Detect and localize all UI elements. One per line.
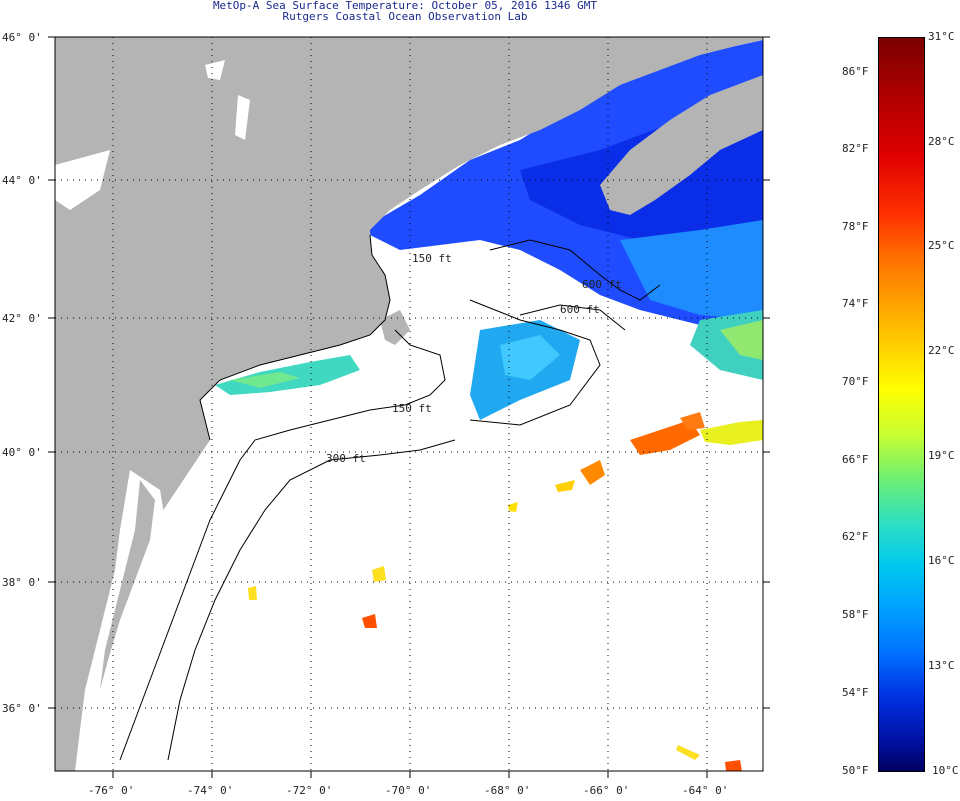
graticule: [55, 37, 763, 771]
celsius-label: 31°C: [928, 30, 955, 43]
celsius-label: 19°C: [928, 449, 955, 462]
fahrenheit-label: 58°F: [842, 608, 869, 621]
celsius-label: 10°C: [932, 764, 959, 777]
lon-label: -66° 0': [583, 784, 629, 797]
fahrenheit-label: 74°F: [842, 297, 869, 310]
fahrenheit-label: 50°F: [842, 764, 869, 777]
fahrenheit-label: 70°F: [842, 375, 869, 388]
contour-label: 150 ft: [412, 252, 452, 265]
lat-label: 40° 0': [2, 446, 42, 459]
contour-300ft: [167, 299, 601, 761]
temperature-colorbar: [878, 37, 925, 772]
celsius-label: 22°C: [928, 344, 955, 357]
lon-label: -74° 0': [187, 784, 233, 797]
celsius-label: 16°C: [928, 554, 955, 567]
lon-label: -68° 0': [484, 784, 530, 797]
contour-label: 150 ft: [392, 402, 432, 415]
contour-label: 300 ft: [326, 452, 366, 465]
celsius-label: 13°C: [928, 659, 955, 672]
map-subtitle: Rutgers Coastal Ocean Observation Lab: [282, 10, 528, 23]
fahrenheit-label: 66°F: [842, 453, 869, 466]
celsius-label: 25°C: [928, 239, 955, 252]
fahrenheit-label: 54°F: [842, 686, 869, 699]
lon-label: -64° 0': [682, 784, 728, 797]
lat-label: 38° 0': [2, 576, 42, 589]
celsius-label: 28°C: [928, 135, 955, 148]
map-title: MetOp-A Sea Surface Temperature: October…: [212, 0, 598, 12]
fahrenheit-label: 62°F: [842, 530, 869, 543]
contour-150ft: [119, 329, 446, 761]
contour-label: 600 ft: [560, 303, 600, 316]
lat-label: 42° 0': [2, 312, 42, 325]
fahrenheit-label: 78°F: [842, 220, 869, 233]
fahrenheit-label: 86°F: [842, 65, 869, 78]
lat-label: 44° 0': [2, 174, 42, 187]
contour-label: 600 ft: [582, 278, 622, 291]
contour-600ft: [489, 239, 661, 331]
lon-label: -72° 0': [286, 784, 332, 797]
fahrenheit-label: 82°F: [842, 142, 869, 155]
lat-label: 36° 0': [2, 702, 42, 715]
land-nova-scotia: [600, 75, 763, 215]
land-northeast: [55, 37, 763, 771]
map-frame: [54, 36, 764, 772]
lon-label: -70° 0': [385, 784, 431, 797]
lat-label: 46° 0': [2, 31, 42, 44]
lon-label: -76° 0': [88, 784, 134, 797]
